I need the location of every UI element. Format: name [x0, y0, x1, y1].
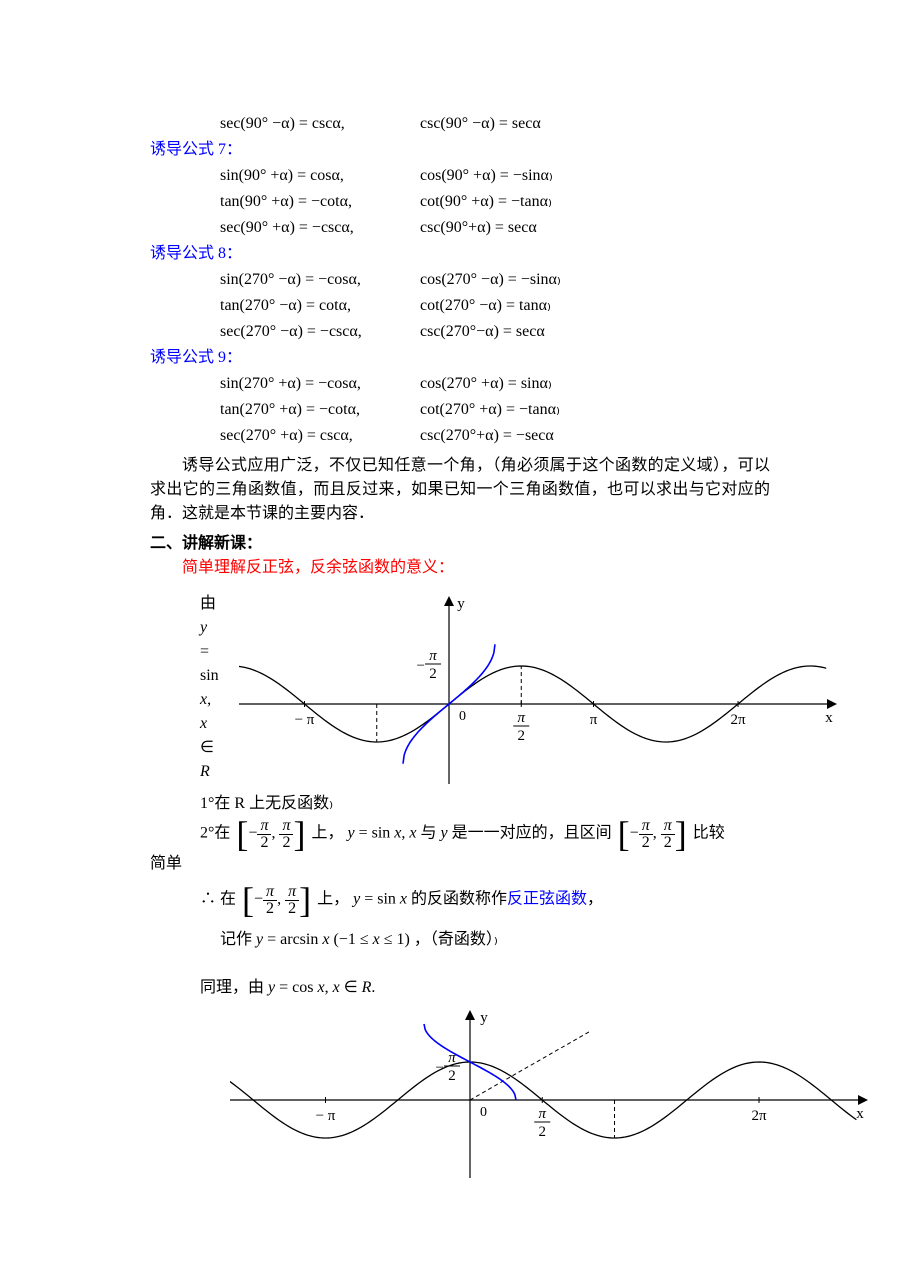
section-heading: 二、讲解新课： [150, 532, 770, 556]
svg-text:2: 2 [517, 728, 525, 744]
svg-text:y: y [480, 1010, 488, 1026]
svg-text:− π: − π [316, 1108, 336, 1124]
svg-text:− π: − π [294, 712, 314, 728]
svg-text:2: 2 [539, 1124, 547, 1140]
formula-heading: 诱导公式 8： [150, 242, 770, 266]
svg-text:0: 0 [480, 1105, 487, 1120]
svg-text:−: − [416, 658, 424, 674]
cosx-intro: 同理，由 y = cos x, x ∈ R. [200, 970, 375, 1000]
bullet-2: 2°在 [−π2, π2] 上， y = sin x, x 与 y 是一一对应的… [200, 816, 770, 852]
svg-text:π: π [538, 1106, 546, 1122]
svg-text:2π: 2π [730, 712, 746, 728]
cosine-chart: yx−π2− 2π− ππ22π3π0 [230, 1008, 770, 1178]
svg-text:2: 2 [429, 666, 437, 682]
formula-heading: 诱导公式 7： [150, 138, 770, 162]
svg-text:2π: 2π [751, 1108, 767, 1124]
formula-block: sec(90° −α) = cscα,csc(90° −α) = secα [220, 112, 770, 136]
svg-text:π: π [517, 710, 525, 726]
interval-icon: [−π2, π2] [616, 816, 689, 852]
formula-block: sin(90° +α) = cosα,cos(90° +α) = −sinα₎t… [220, 164, 770, 240]
formula-block: sin(270° +α) = −cosα,cos(270° +α) = sinα… [220, 372, 770, 448]
formula-groups: sec(90° −α) = cscα,csc(90° −α) = secα诱导公… [150, 112, 770, 448]
interval-icon: [−π2, π2] [240, 882, 313, 918]
bullet-1: 1°在 R 上无反函数₎ [200, 792, 770, 816]
intro-paragraph: 诱导公式应用广泛，不仅已知任意一个角，（角必须属于这个函数的定义域），可以求出它… [150, 454, 770, 526]
svg-text:x: x [825, 710, 833, 726]
bullet-4: 记作 y = arcsin x (−1 ≤ x ≤ 1) ，（奇函数）₎ [220, 928, 770, 952]
bullet-3: ∴ 在 [−π2, π2] 上， y = sin x 的反函数称作反正弦函数， [200, 882, 770, 918]
svg-text:π: π [589, 712, 597, 728]
svg-text:π: π [429, 648, 437, 664]
svg-text:0: 0 [459, 709, 466, 724]
red-subheading: 简单理解反正弦，反余弦函数的意义： [150, 556, 770, 580]
bullet-2-tail: 简单 [150, 852, 770, 876]
formula-block: sin(270° −α) = −cosα,cos(270° −α) = −sin… [220, 268, 770, 344]
svg-text:x: x [856, 1106, 864, 1122]
svg-text:y: y [457, 596, 465, 612]
formula-heading: 诱导公式 9： [150, 346, 770, 370]
sine-chart: yx−π2− 2π− ππ2π2π3π0 [239, 594, 839, 784]
interval-icon: [−π2, π2] [234, 816, 307, 852]
sinx-intro: 由 y = sin x, x ∈ R [200, 586, 219, 784]
svg-text:2: 2 [448, 1068, 456, 1084]
